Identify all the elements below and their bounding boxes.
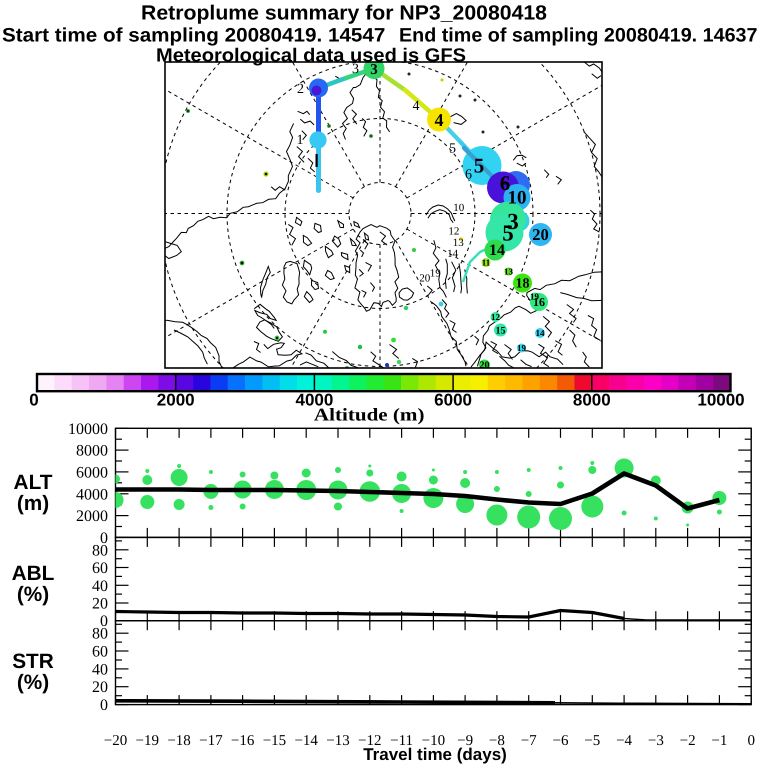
svg-text:(%): (%) (17, 671, 49, 694)
svg-text:ABL: ABL (12, 562, 55, 585)
svg-text:5: 5 (449, 142, 456, 157)
svg-text:15: 15 (496, 326, 506, 337)
svg-text:Meteorological data used is GF: Meteorological data used is GFS (156, 46, 466, 67)
svg-text:0: 0 (100, 530, 108, 547)
svg-text:10000: 10000 (697, 391, 744, 410)
svg-text:6: 6 (500, 171, 511, 195)
svg-text:0: 0 (747, 733, 755, 749)
svg-text:−13: −13 (326, 733, 349, 749)
svg-text:11: 11 (482, 258, 491, 268)
svg-text:40: 40 (92, 661, 108, 678)
svg-text:80: 80 (92, 542, 108, 559)
svg-text:−2: −2 (680, 733, 696, 749)
svg-text:12: 12 (491, 312, 501, 322)
svg-text:−15: −15 (263, 733, 286, 749)
svg-text:Altitude (m): Altitude (m) (314, 405, 425, 425)
svg-text:−7: −7 (521, 733, 537, 749)
svg-text:−16: −16 (231, 733, 255, 749)
svg-text:8000: 8000 (76, 443, 108, 460)
svg-text:Start time of sampling 2008041: Start time of sampling 20080419. 14547 (2, 25, 385, 47)
svg-text:4: 4 (413, 99, 420, 114)
svg-text:ALT: ALT (14, 471, 53, 494)
svg-text:Retroplume summary for NP3_200: Retroplume summary for NP3_20080418 (141, 2, 547, 25)
svg-text:14: 14 (489, 242, 505, 259)
svg-text:−14: −14 (294, 733, 318, 749)
svg-text:−1: −1 (711, 733, 727, 749)
svg-text:40: 40 (92, 578, 108, 595)
svg-text:2: 2 (297, 82, 304, 97)
svg-text:−11: −11 (390, 733, 413, 749)
svg-text:1: 1 (297, 133, 304, 148)
svg-text:10: 10 (453, 202, 465, 214)
svg-text:−8: −8 (489, 733, 505, 749)
svg-text:0: 0 (100, 613, 108, 630)
svg-text:4000: 4000 (76, 486, 108, 503)
svg-text:16: 16 (533, 295, 545, 309)
svg-text:3: 3 (370, 62, 378, 78)
svg-text:20: 20 (92, 595, 108, 612)
svg-text:4000: 4000 (295, 391, 333, 410)
svg-text:60: 60 (92, 644, 108, 661)
svg-text:−5: −5 (584, 733, 600, 749)
svg-text:−9: −9 (457, 733, 473, 749)
svg-text:19: 19 (517, 343, 527, 353)
svg-text:14: 14 (447, 248, 459, 260)
svg-text:8000: 8000 (573, 391, 611, 410)
svg-text:−12: −12 (358, 733, 381, 749)
svg-text:−17: −17 (199, 733, 223, 749)
svg-text:12: 12 (448, 226, 459, 238)
svg-text:6000: 6000 (434, 391, 472, 410)
svg-text:−19: −19 (136, 733, 159, 749)
svg-text:−20: −20 (104, 733, 127, 749)
svg-text:13: 13 (453, 237, 465, 249)
svg-text:STR: STR (12, 650, 54, 673)
svg-text:20: 20 (92, 679, 108, 696)
svg-text:20: 20 (532, 225, 549, 244)
svg-text:2000: 2000 (76, 508, 108, 525)
svg-text:4: 4 (435, 110, 444, 130)
svg-text:13: 13 (504, 267, 514, 277)
svg-text:10: 10 (508, 188, 527, 209)
svg-text:(m): (m) (17, 492, 49, 515)
svg-text:10000: 10000 (68, 421, 108, 438)
svg-text:(%): (%) (17, 583, 49, 606)
svg-text:5: 5 (502, 221, 514, 246)
svg-text:−18: −18 (167, 733, 190, 749)
svg-text:End time of sampling 20080419.: End time of sampling 20080419. 14637 (399, 25, 758, 47)
svg-text:18: 18 (516, 277, 530, 292)
svg-text:20: 20 (419, 272, 431, 284)
svg-text:20: 20 (480, 360, 490, 371)
svg-text:−10: −10 (422, 733, 445, 749)
svg-text:3: 3 (507, 209, 519, 234)
svg-text:14: 14 (536, 328, 546, 338)
svg-text:3: 3 (352, 62, 359, 77)
svg-text:19: 19 (430, 267, 442, 279)
svg-text:80: 80 (92, 626, 108, 643)
svg-text:Travel time (days): Travel time (days) (363, 745, 507, 764)
svg-text:6000: 6000 (76, 464, 108, 481)
svg-text:−3: −3 (648, 733, 664, 749)
svg-text:−6: −6 (553, 733, 569, 749)
svg-text:6: 6 (465, 168, 472, 183)
svg-text:0: 0 (29, 391, 38, 410)
svg-text:19: 19 (530, 292, 540, 302)
svg-text:−4: −4 (616, 733, 632, 749)
svg-text:5: 5 (474, 154, 485, 178)
svg-text:2000: 2000 (157, 391, 195, 410)
svg-text:60: 60 (92, 560, 108, 577)
svg-text:0: 0 (100, 697, 108, 714)
